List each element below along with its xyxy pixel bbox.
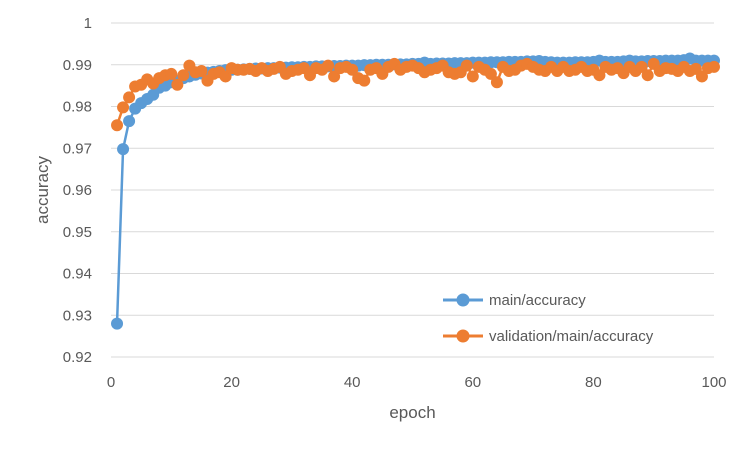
data-point: [641, 69, 654, 82]
data-point: [490, 76, 503, 89]
legend-marker-main: [456, 293, 470, 307]
series-validation-accuracy: [111, 57, 720, 132]
data-point: [466, 70, 479, 83]
data-point: [328, 70, 341, 83]
x-axis-tick-labels: 0 20 40 60 80 100: [107, 374, 727, 391]
chart-legend: main/accuracy validation/main/accuracy: [443, 292, 654, 345]
y-tick-label: 0.98: [63, 99, 92, 116]
y-tick-label: 1: [84, 15, 92, 32]
legend-entry-validation: validation/main/accuracy: [443, 328, 654, 345]
data-point: [484, 67, 497, 80]
data-point: [117, 143, 130, 156]
y-tick-label: 0.95: [63, 224, 92, 241]
data-point: [171, 78, 184, 91]
x-tick-label: 80: [585, 374, 602, 391]
data-point: [695, 70, 708, 83]
x-tick-label: 60: [464, 374, 481, 391]
data-point: [322, 59, 335, 72]
legend-label-main: main/accuracy: [489, 292, 586, 309]
legend-entry-main: main/accuracy: [443, 292, 586, 309]
x-tick-label: 0: [107, 374, 115, 391]
data-point: [635, 60, 648, 73]
data-point: [117, 101, 130, 114]
y-axis-tick-labels: 0.92 0.93 0.94 0.95 0.96 0.97 0.98 0.99 1: [63, 15, 92, 366]
data-point: [593, 69, 606, 82]
series-layer: [111, 52, 720, 330]
data-point: [460, 59, 473, 72]
x-axis-title: epoch: [389, 403, 435, 422]
data-point: [195, 65, 208, 78]
legend-label-validation: validation/main/accuracy: [489, 328, 654, 345]
y-tick-label: 0.97: [63, 140, 92, 157]
data-point: [346, 63, 359, 76]
x-tick-label: 40: [344, 374, 361, 391]
data-point: [123, 91, 136, 104]
y-tick-label: 0.99: [63, 57, 92, 74]
data-point: [111, 119, 124, 132]
data-point: [177, 69, 190, 82]
x-tick-label: 20: [223, 374, 240, 391]
y-tick-label: 0.96: [63, 182, 92, 199]
y-tick-label: 0.93: [63, 307, 92, 324]
y-axis-title: accuracy: [33, 155, 52, 224]
x-tick-label: 100: [701, 374, 726, 391]
y-tick-label: 0.94: [63, 266, 92, 283]
legend-marker-validation: [456, 329, 470, 343]
data-point: [165, 67, 178, 80]
data-point: [111, 317, 124, 330]
data-point: [358, 74, 371, 87]
y-tick-label: 0.92: [63, 349, 92, 366]
data-point: [219, 70, 232, 83]
data-point: [708, 60, 720, 73]
data-point: [123, 115, 136, 128]
